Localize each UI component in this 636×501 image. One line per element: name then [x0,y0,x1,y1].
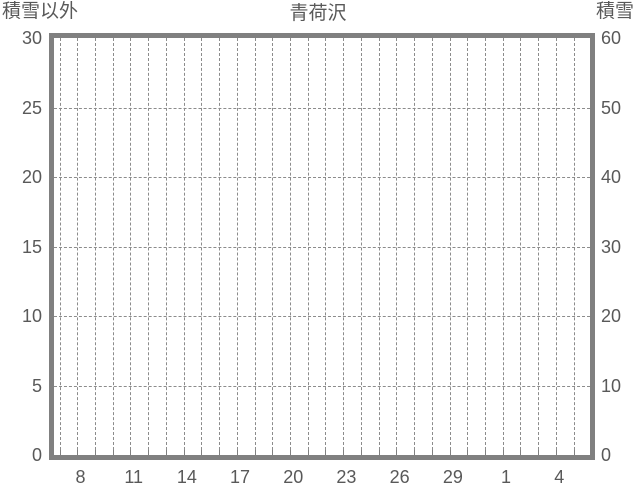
x-tickmark [378,450,380,455]
x-tickmark [289,450,291,455]
y-axis-right-tick-label: 20 [601,306,622,326]
plot-area [49,33,595,460]
x-axis-tick-label: 17 [230,467,251,487]
x-axis-tick-label: 14 [176,467,197,487]
x-tickmark [183,450,185,455]
y-axis-left-tick-label: 30 [21,28,42,48]
x-axis-tick-label: 20 [283,467,304,487]
x-tickmark [396,450,398,455]
x-tickmark [467,450,469,455]
x-tickmark [148,450,150,455]
y-axis-right-tick-label: 50 [601,97,622,118]
x-tickmark [360,450,362,455]
gridline-horizontal [54,107,590,109]
y-axis-left-tick-label: 0 [31,445,42,465]
x-axis-tick-label: 29 [442,467,463,487]
x-axis-tick-label: 4 [554,467,565,487]
x-tickmark [502,450,504,455]
left-axis-title: 積雪以外 [2,1,79,22]
x-tickmark [431,450,433,455]
x-tickmark [555,450,557,455]
x-tickmark [59,450,61,455]
plot-gridlines [54,38,590,455]
x-tickmark [254,450,256,455]
gridline-horizontal [54,177,590,178]
gridline-horizontal [54,385,590,387]
x-tickmark [573,450,575,455]
x-tickmark [449,450,451,455]
y-axis-left-tick-label: 25 [21,97,42,118]
right-axis-title: 積雪 [595,1,634,22]
y-axis-left-tick-label: 15 [21,236,42,257]
x-tickmark [414,450,416,455]
x-tickmark [77,450,79,455]
gridline-horizontal [54,316,590,317]
x-axis-tick-label: 1 [501,467,512,487]
y-axis-right-tick-label: 10 [601,375,622,396]
y-axis-right-tick-label: 40 [601,167,622,187]
y-axis-right-tick-label: 30 [601,236,622,257]
x-tickmark [325,450,327,455]
chart-title: 青荷沢 [289,3,347,24]
x-tickmark [343,450,345,455]
x-tickmark [520,450,522,455]
y-axis-left-tick-label: 5 [31,375,42,396]
x-axis-tick-label: 26 [389,467,410,487]
gridline-horizontal [54,246,590,248]
y-axis-left-tick-label: 10 [21,306,42,326]
x-axis-tick-label: 8 [75,467,86,487]
y-axis-right-tick-label: 60 [601,28,622,48]
x-tickmark [538,450,540,455]
x-tickmark [272,450,274,455]
y-axis-right-tick-label: 0 [601,445,612,465]
x-axis-tick-label: 23 [336,467,357,487]
x-tickmark [94,450,96,455]
x-tickmark [112,450,114,455]
x-tickmark [130,450,132,455]
x-tickmark [201,450,203,455]
x-tickmark [485,450,487,455]
x-tickmark [165,450,167,455]
x-tickmark [236,450,238,455]
y-axis-left-tick-label: 20 [21,167,42,187]
x-tickmark [307,450,309,455]
x-tickmark [219,450,221,455]
x-axis-tick-label: 11 [124,467,144,487]
